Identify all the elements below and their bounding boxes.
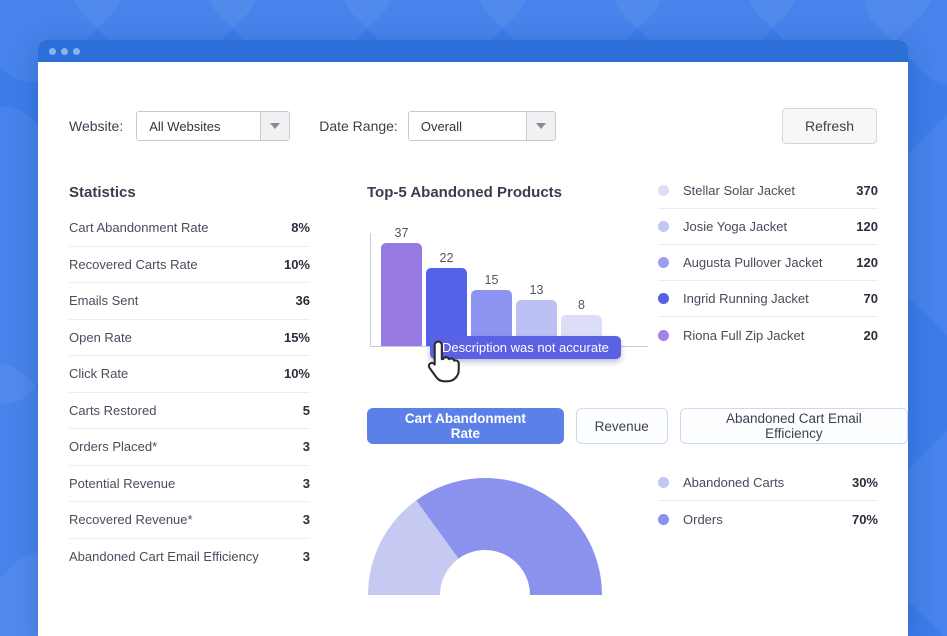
stat-value: 3: [302, 475, 310, 491]
legend-label: Stellar Solar Jacket: [683, 183, 795, 198]
date-range-label: Date Range:: [319, 118, 398, 134]
bar-value-label: 15: [484, 273, 499, 287]
stat-row-emails-sent: Emails Sent 36: [69, 283, 310, 320]
stat-row-recovered-revenue: Recovered Revenue* 3: [69, 502, 310, 539]
stat-value: 10%: [283, 256, 310, 272]
tab-cart-abandonment-rate[interactable]: Cart Abandonment Rate: [367, 408, 564, 444]
window-titlebar: [38, 40, 908, 62]
legend-label: Orders: [683, 511, 723, 527]
refresh-button[interactable]: Refresh: [781, 108, 877, 144]
stat-value: 5: [302, 402, 310, 418]
stat-row-carts-restored: Carts Restored 5: [69, 393, 310, 429]
legend-row-orders: Orders 70%: [658, 501, 878, 537]
stat-value: 3: [302, 549, 310, 565]
stat-row-recovered-carts-rate: Recovered Carts Rate 10%: [69, 247, 310, 283]
legend-row-abandoned-carts: Abandoned Carts 30%: [658, 465, 878, 501]
stat-row-click-rate: Click Rate 10%: [69, 356, 310, 393]
chevron-down-icon: [260, 112, 290, 140]
statistics-list: Cart Abandonment Rate 8% Recovered Carts R…: [69, 210, 310, 575]
window-control-dot[interactable]: [61, 47, 68, 55]
legend-dot-icon: [658, 513, 669, 525]
app-window: Website: All Websites Date Range: Overal…: [38, 40, 908, 636]
tab-abandoned-cart-email-efficiency[interactable]: Abandoned Cart Email Efficiency: [679, 408, 908, 444]
website-select-value: All Websites: [149, 118, 221, 134]
website-select[interactable]: All Websites: [136, 111, 291, 141]
stat-label: Carts Restored: [69, 402, 157, 418]
stat-row-open-rate: Open Rate 15%: [69, 320, 310, 356]
stat-label: Recovered Revenue*: [69, 512, 193, 528]
bar-stellar-solar-jacket[interactable]: [381, 243, 422, 346]
legend-value: 70%: [851, 511, 878, 527]
legend-dot-icon: [658, 221, 669, 232]
tooltip-caret: [452, 330, 466, 337]
stat-label: Abandoned Cart Email Efficiency: [69, 549, 259, 565]
date-range-select[interactable]: Overall: [407, 111, 556, 141]
stat-value: 10%: [283, 366, 310, 382]
legend-dot-icon: [658, 257, 669, 268]
legend-value: 120: [856, 255, 878, 270]
date-range-select-value: Overall: [420, 118, 463, 134]
legend-dot-icon: [658, 477, 669, 488]
legend-label: Ingrid Running Jacket: [683, 291, 809, 306]
hand-cursor-icon: [427, 340, 460, 383]
legend-value: 30%: [851, 475, 878, 490]
stat-value: 3: [302, 439, 310, 455]
donut-slice-orders[interactable]: [416, 478, 602, 595]
legend-row-riona-full-zip-jacket: Riona Full Zip Jacket 20: [658, 317, 878, 353]
stat-label: Potential Revenue: [69, 475, 176, 491]
toolbar: Website: All Websites Date Range: Overal…: [69, 108, 877, 144]
bar-value-label: 8: [578, 298, 585, 312]
legend-value: 120: [856, 219, 878, 234]
stat-label: Recovered Carts Rate: [69, 256, 198, 272]
legend-label: Riona Full Zip Jacket: [683, 327, 805, 343]
bar-value-label: 22: [439, 251, 454, 265]
stat-label: Click Rate: [69, 366, 129, 382]
dashboard-content: Website: All Websites Date Range: Overal…: [38, 62, 908, 636]
website-label: Website:: [69, 118, 124, 134]
stat-value: 15%: [283, 329, 310, 345]
stat-value: 36: [295, 293, 310, 309]
bar-tooltip: Description was not accurate: [430, 330, 621, 359]
bar-value-label: 13: [529, 283, 544, 297]
legend-dot-icon: [658, 329, 669, 341]
chart-tabs: Cart Abandonment Rate Revenue Abandoned Ca…: [367, 408, 908, 444]
stat-value: 3: [302, 512, 310, 528]
legend-value: 70: [863, 291, 878, 306]
chevron-down-icon: [525, 112, 555, 140]
window-control-dot[interactable]: [49, 47, 56, 55]
legend-label: Josie Yoga Jacket: [683, 219, 788, 234]
stat-label: Emails Sent: [69, 293, 139, 309]
legend-row-josie-yoga-jacket: Josie Yoga Jacket 120: [658, 209, 878, 245]
stat-label: Cart Abandonment Rate: [69, 220, 209, 236]
stat-row-orders-placed: Orders Placed* 3: [69, 429, 310, 466]
legend-row-ingrid-running-jacket: Ingrid Running Jacket 70: [658, 281, 878, 317]
statistics-title: Statistics: [69, 184, 136, 201]
legend-row-augusta-pullover-jacket: Augusta Pullover Jacket 120: [658, 245, 878, 281]
stat-row-potential-revenue: Potential Revenue 3: [69, 466, 310, 502]
stat-label: Orders Placed*: [69, 439, 158, 455]
abandoned-products-bar-chart: 37 22 15 13 8: [370, 226, 648, 347]
window-control-dot[interactable]: [73, 47, 80, 55]
tab-revenue[interactable]: Revenue: [575, 408, 668, 444]
stat-row-cart-abandonment-rate: Cart Abandonment Rate 8%: [69, 210, 310, 247]
bar-chart-title: Top-5 Abandoned Products: [367, 184, 562, 201]
donut-slice-abandoned-carts[interactable]: [368, 500, 459, 595]
stat-label: Open Rate: [69, 329, 132, 345]
bar-column: 37: [381, 226, 422, 346]
donut-legend: Abandoned Carts 30% Orders 70%: [658, 465, 878, 537]
legend-label: Abandoned Carts: [683, 475, 785, 490]
legend-label: Augusta Pullover Jacket: [683, 255, 823, 270]
stat-row-abandoned-cart-email-efficiency: Abandoned Cart Email Efficiency 3: [69, 539, 310, 576]
legend-value: 20: [863, 327, 878, 343]
legend-dot-icon: [658, 185, 669, 196]
legend-row-stellar-solar-jacket: Stellar Solar Jacket 370: [658, 173, 878, 209]
product-legend: Stellar Solar Jacket 370 Josie Yoga Jacket…: [658, 173, 878, 353]
stat-value: 8%: [291, 220, 310, 236]
tooltip-text: Description was not accurate: [442, 340, 609, 355]
legend-dot-icon: [658, 293, 669, 304]
half-donut-chart: [368, 478, 602, 595]
legend-value: 370: [856, 183, 878, 198]
bar-value-label: 37: [394, 226, 409, 240]
bar-group: 37 22 15 13 8: [371, 226, 602, 346]
